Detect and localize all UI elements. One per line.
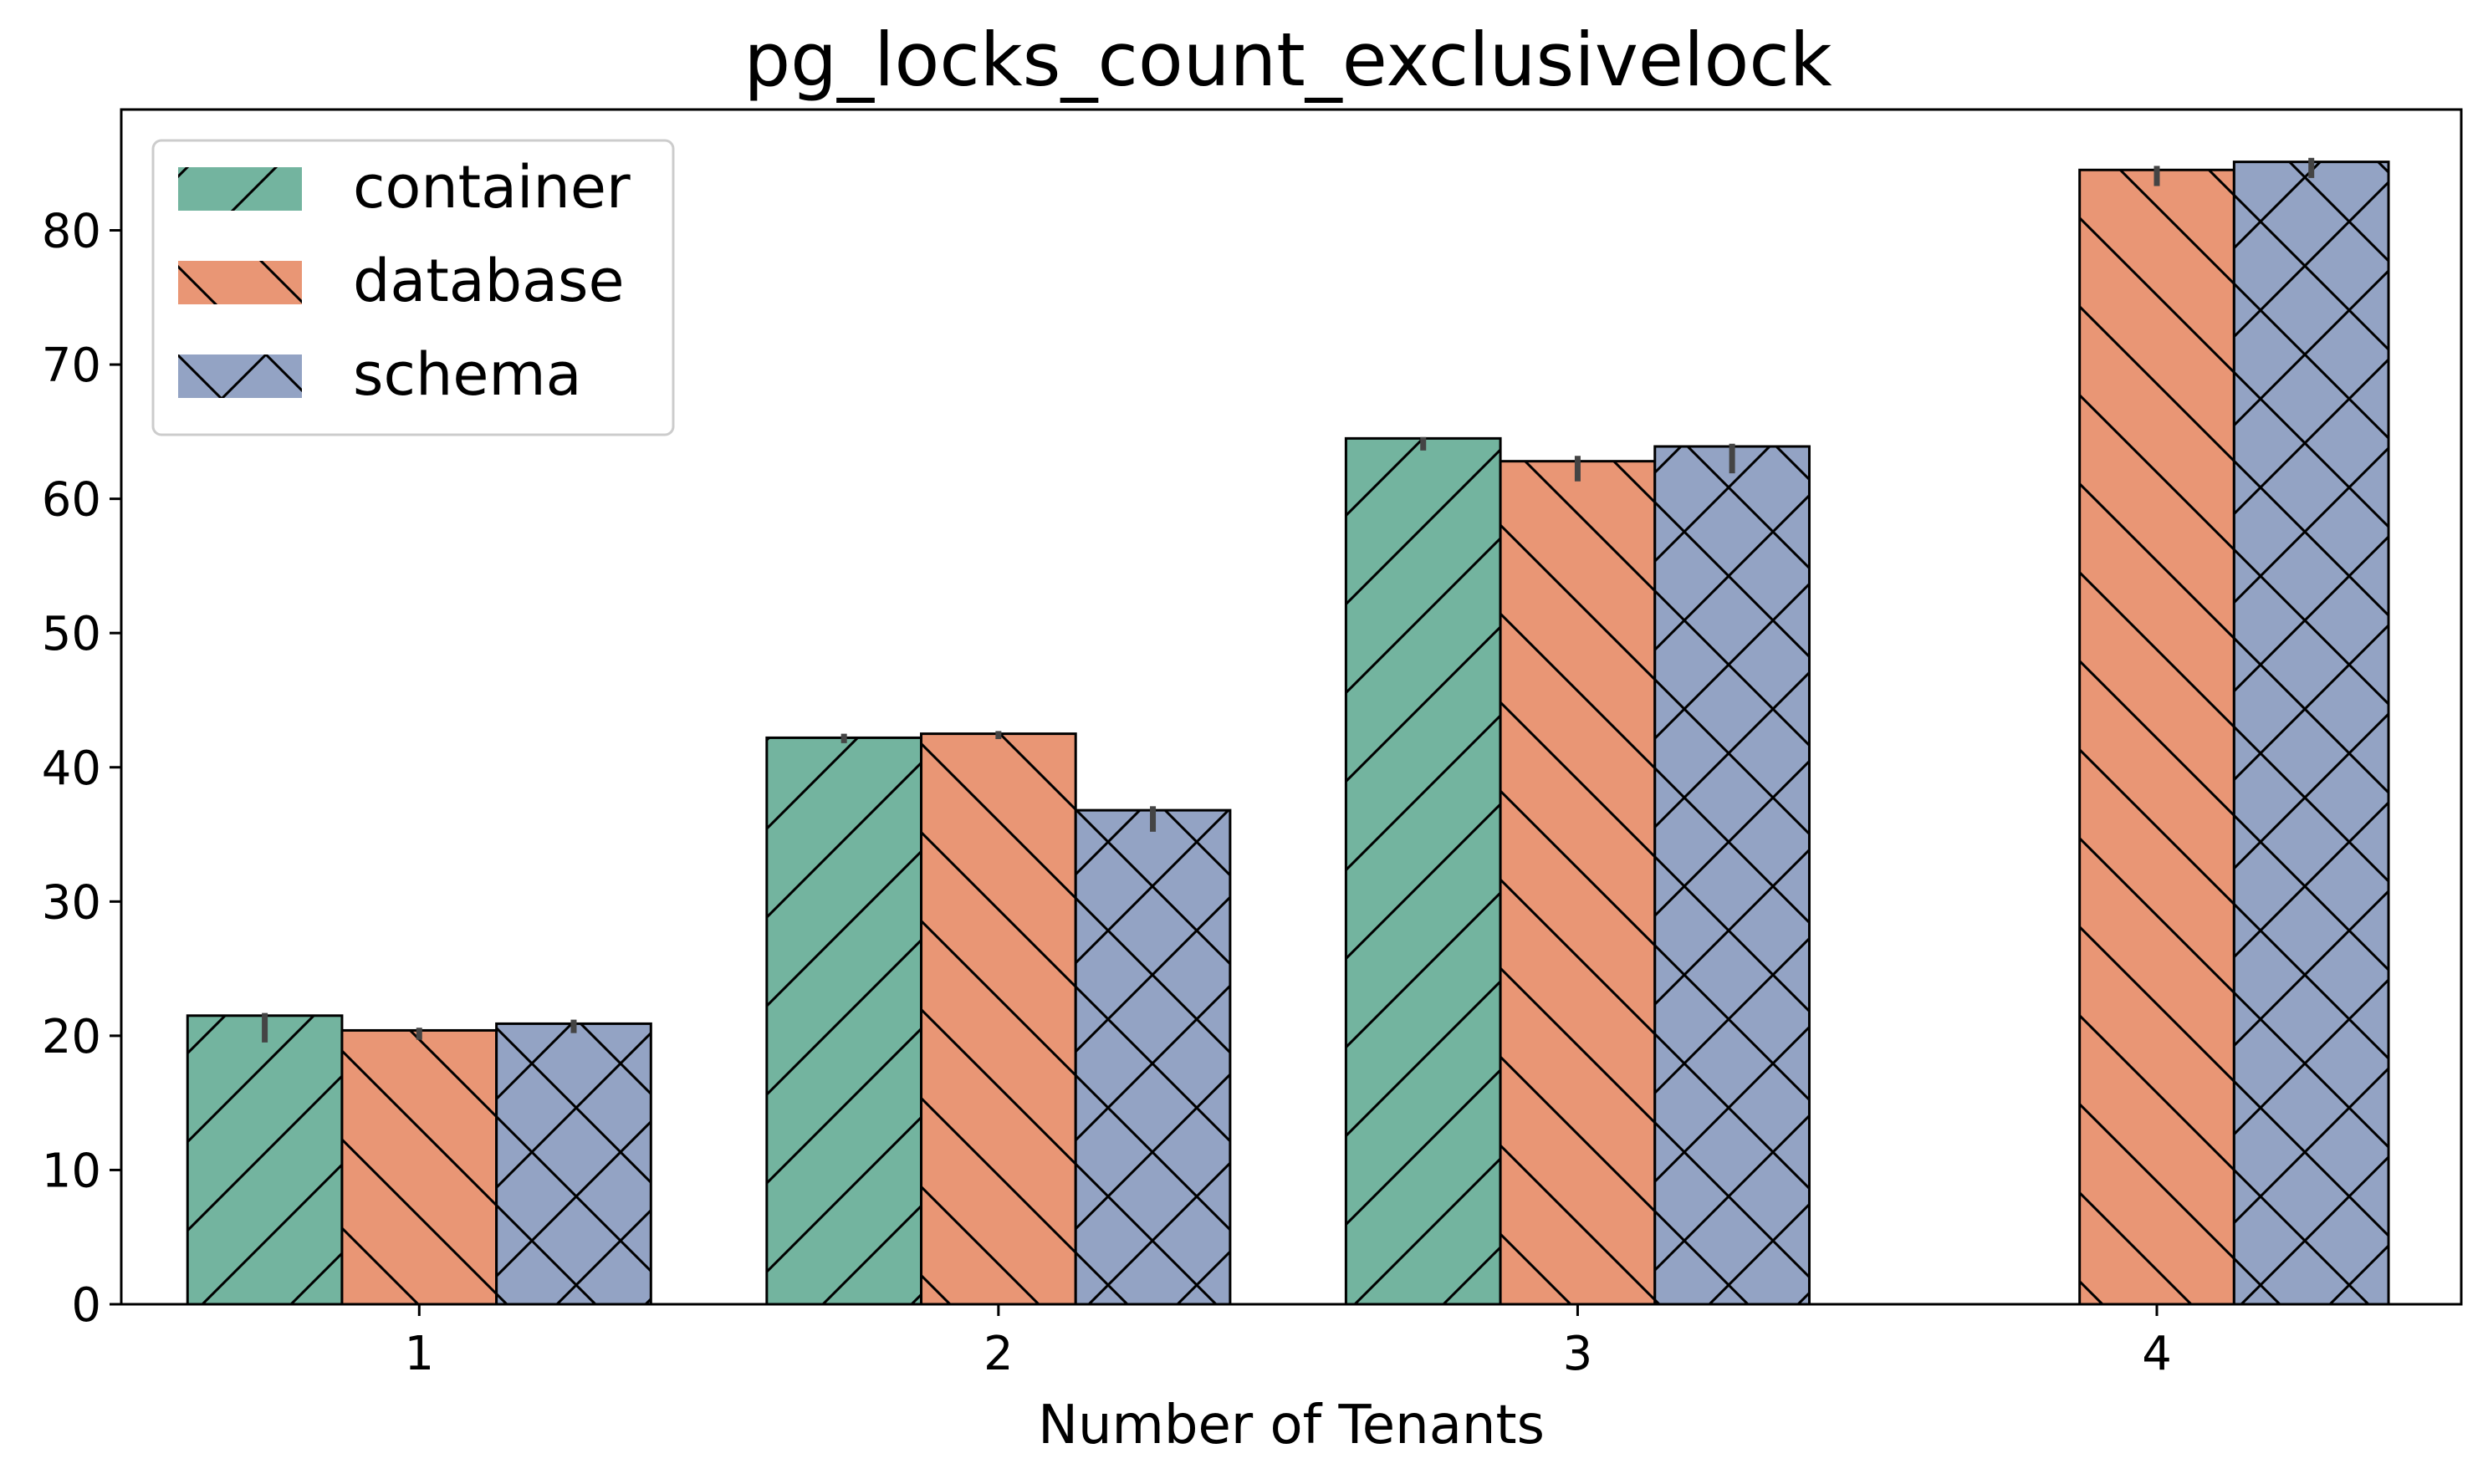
bar-hatch-container-1 [186,1014,344,1306]
bar-hatch-database-3 [1499,460,1657,1306]
y-tick-label: 10 [42,1144,101,1198]
chart-title: pg_locks_count_exclusivelock [743,17,1832,103]
x-axis: 1 2 3 4 [404,1304,2172,1381]
y-tick-label: 0 [71,1278,101,1333]
x-axis-label: Number of Tenants [1038,1395,1545,1456]
bar-hatch-schema-2 [1074,808,1232,1306]
x-tick-label: 2 [983,1327,1014,1381]
legend-swatch-hatch-database [178,261,302,304]
x-tick-label: 1 [404,1327,434,1381]
bar-hatch-database-4 [2078,168,2235,1306]
legend-label-container: container [353,153,631,222]
bars [186,161,2390,1306]
y-tick-label: 70 [42,339,101,393]
legend-swatch-hatch-schema [178,354,302,398]
plot-frame [120,108,2463,1306]
legend-label-schema: schema [353,340,581,409]
bar-hatch-schema-1 [495,1022,652,1306]
y-tick-label: 30 [42,875,101,930]
y-tick-label: 20 [42,1010,101,1064]
x-tick-label: 3 [1563,1327,1593,1381]
legend: container database schema [151,139,675,436]
error-bars [262,157,2315,1043]
bar-hatch-schema-4 [2232,161,2390,1306]
y-tick-label: 50 [42,607,101,661]
x-tick-label: 4 [2142,1327,2172,1381]
y-axis: 0 10 20 30 40 50 60 70 80 [42,205,121,1333]
y-tick-label: 80 [42,205,101,259]
bar-hatch-database-2 [920,732,1077,1306]
bar-hatch-database-1 [340,1028,498,1306]
bar-hatch-schema-3 [1653,445,1811,1306]
bar-hatch-container-3 [1344,436,1502,1306]
bar-hatch-container-2 [765,736,923,1306]
y-tick-label: 60 [42,473,101,528]
legend-label-database: database [353,247,625,315]
legend-swatch-hatch-container [178,167,302,211]
y-tick-label: 40 [42,742,101,796]
